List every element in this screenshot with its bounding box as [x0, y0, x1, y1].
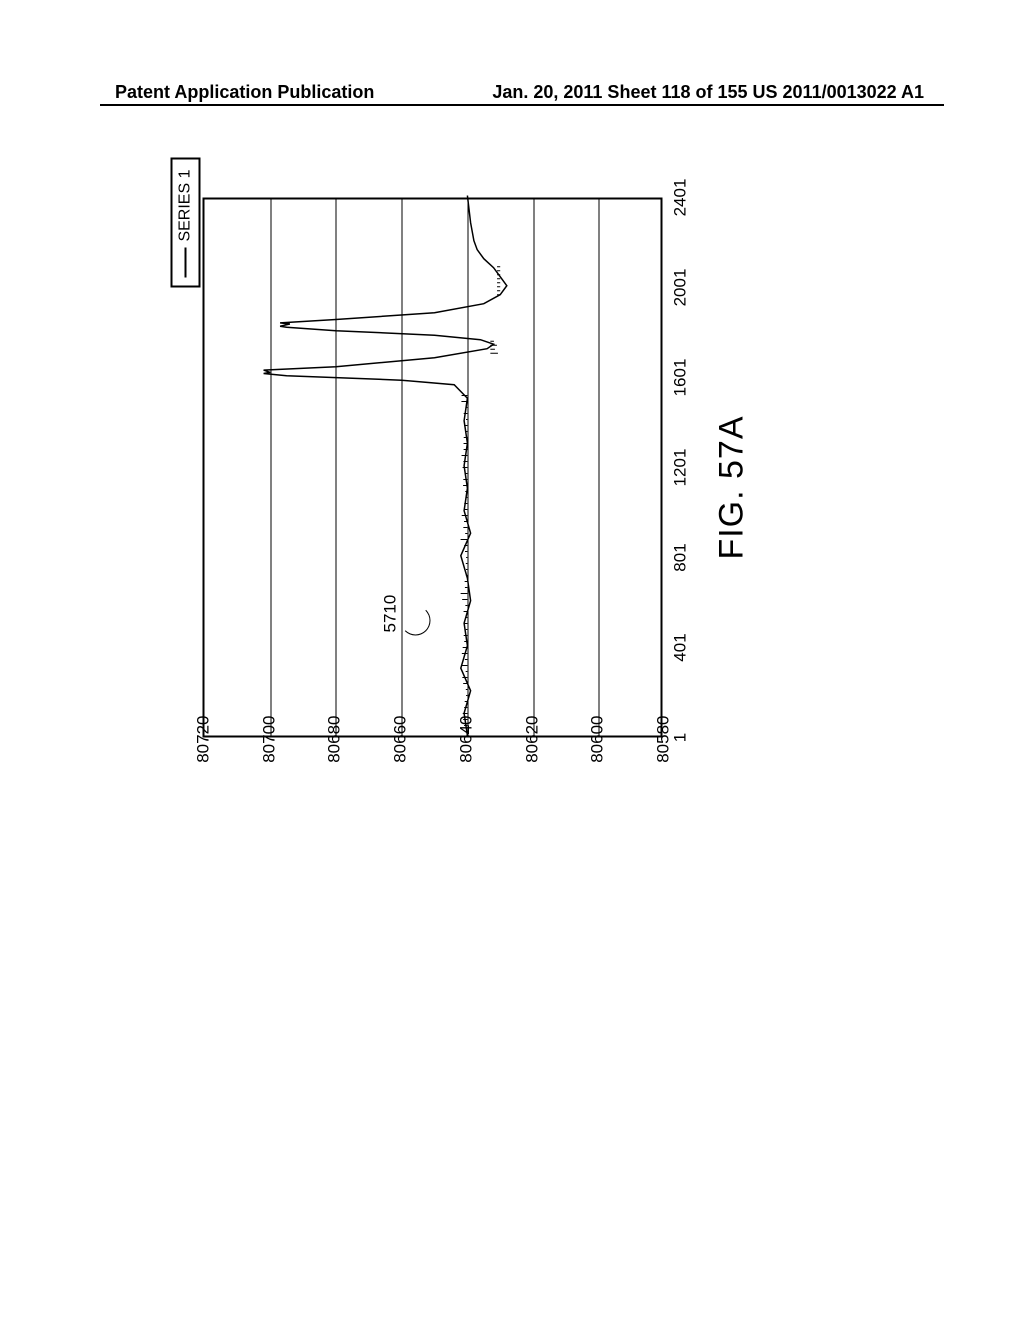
- legend-line-icon: [185, 248, 187, 278]
- y-tick-label: 80720: [194, 716, 214, 776]
- header-divider: [100, 104, 944, 106]
- header-left: Patent Application Publication: [115, 82, 374, 103]
- x-tick-label: 1201: [671, 449, 691, 487]
- y-tick-label: 80600: [588, 716, 608, 776]
- y-tick-label: 80680: [325, 716, 345, 776]
- y-tick-label: 80700: [259, 716, 279, 776]
- x-tick-label: 1: [671, 733, 691, 742]
- y-tick-label: 80620: [522, 716, 542, 776]
- y-tick-label: 80640: [456, 716, 476, 776]
- x-tick-label: 401: [671, 633, 691, 661]
- series-line: [205, 196, 665, 736]
- reference-arc-icon: [401, 606, 431, 636]
- reference-number: 5710: [381, 595, 401, 633]
- x-tick-label: 2001: [671, 269, 691, 307]
- x-tick-label: 801: [671, 543, 691, 571]
- legend: SERIES 1: [171, 158, 201, 288]
- x-tick-label: 2401: [671, 179, 691, 217]
- figure-caption: FIG. 57A: [713, 415, 752, 559]
- header-right: Jan. 20, 2011 Sheet 118 of 155 US 2011/0…: [492, 82, 924, 103]
- x-tick-label: 1601: [671, 359, 691, 397]
- y-tick-label: 80660: [391, 716, 411, 776]
- legend-label: SERIES 1: [177, 170, 195, 242]
- figure-container: SERIES 1 8058080600806208064080660806808…: [203, 168, 758, 808]
- chart-plot-area: [203, 198, 663, 738]
- y-tick-label: 80580: [654, 716, 674, 776]
